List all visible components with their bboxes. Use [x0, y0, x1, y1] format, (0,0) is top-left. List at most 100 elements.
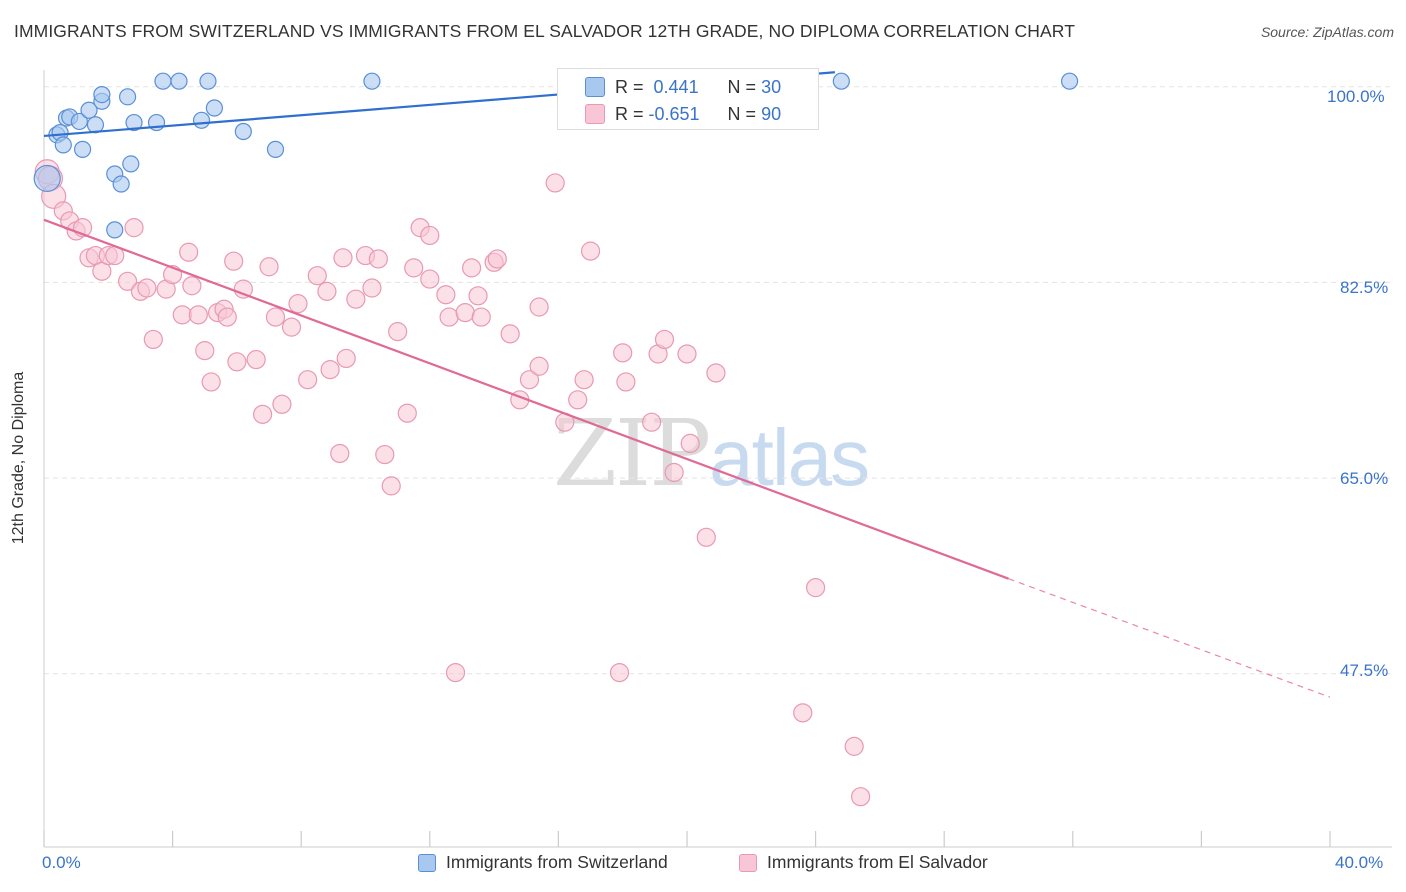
point-switzerland-20 [170, 72, 188, 90]
stats-n-label: N = [727, 103, 757, 124]
trend-line-el-salvador [43, 218, 1009, 580]
point-switzerland-21 [192, 111, 211, 129]
stats-swatch-el-salvador [585, 104, 605, 124]
point-switzerland-6 [70, 112, 88, 131]
point-el-salvador-37 [288, 294, 308, 314]
stats-r-value-el-salvador: -0.651 [648, 103, 700, 124]
point-el-salvador-59 [445, 662, 466, 683]
point-switzerland-23 [205, 99, 223, 117]
point-switzerland-0 [33, 164, 61, 193]
point-el-salvador-60 [455, 303, 475, 323]
point-el-salvador-82 [664, 462, 684, 483]
point-el-salvador-52 [397, 403, 417, 423]
point-el-salvador-21 [182, 276, 202, 296]
point-el-salvador-28 [224, 251, 244, 271]
point-switzerland-22 [199, 72, 217, 90]
point-el-salvador-58 [439, 307, 459, 327]
point-el-salvador-75 [580, 241, 601, 261]
point-el-salvador-41 [320, 360, 340, 380]
point-el-salvador-48 [368, 249, 388, 269]
point-el-salvador-77 [613, 343, 633, 363]
point-el-salvador-47 [362, 278, 382, 298]
point-el-salvador-78 [616, 372, 636, 392]
point-el-salvador-73 [568, 390, 588, 410]
point-switzerland-15 [118, 88, 137, 106]
legend-label-el-salvador: Immigrants from El Salvador [767, 852, 988, 872]
stats-r-value-switzerland: 0.441 [653, 76, 699, 97]
point-switzerland-26 [363, 72, 381, 90]
point-el-salvador-38 [298, 370, 318, 390]
stats-n-value-el-salvador: 90 [761, 103, 782, 124]
point-el-salvador-88 [805, 578, 826, 598]
point-switzerland-24 [234, 122, 252, 141]
point-el-salvador-19 [172, 305, 192, 325]
point-el-salvador-29 [227, 352, 247, 372]
points-switzerland [33, 72, 1079, 239]
point-el-salvador-50 [381, 476, 401, 496]
stats-n-label: N = [727, 76, 757, 97]
point-el-salvador-16 [143, 329, 163, 350]
point-el-salvador-39 [307, 266, 327, 286]
points-el-salvador [34, 159, 871, 807]
legend-swatch-el-salvador [739, 853, 757, 872]
point-el-salvador-20 [179, 242, 199, 262]
point-switzerland-17 [125, 113, 143, 132]
point-el-salvador-89 [844, 736, 864, 756]
point-el-salvador-55 [420, 225, 440, 246]
point-switzerland-16 [122, 155, 140, 173]
point-switzerland-25 [266, 140, 285, 158]
x-tick-label-min: 0.0% [42, 853, 81, 872]
point-el-salvador-35 [272, 394, 292, 414]
point-el-salvador-70 [529, 297, 549, 317]
point-switzerland-28 [832, 72, 850, 90]
point-el-salvador-69 [529, 356, 549, 376]
point-el-salvador-33 [259, 257, 279, 277]
point-switzerland-14 [112, 175, 130, 193]
point-el-salvador-27 [217, 307, 237, 327]
point-el-salvador-85 [706, 363, 726, 383]
legend-swatch-switzerland [418, 853, 436, 872]
y-tick-label-65: 65.0% [1340, 469, 1389, 488]
watermark-zip: ZIP [553, 400, 711, 507]
y-tick-label-47-5: 47.5% [1340, 661, 1389, 680]
point-switzerland-3 [54, 136, 72, 154]
watermark: ZIPatlas [553, 400, 870, 507]
point-el-salvador-83 [680, 433, 700, 454]
trend-layer [43, 71, 1331, 698]
legend-item-switzerland[interactable]: Immigrants from Switzerland [418, 852, 668, 873]
y-axis-label: 12th Grade, No Diploma [10, 371, 27, 545]
point-el-salvador-22 [188, 305, 208, 325]
point-el-salvador-68 [519, 370, 540, 390]
y-tick-label-100: 100.0% [1327, 87, 1385, 106]
point-el-salvador-66 [500, 324, 520, 344]
point-el-salvador-71 [545, 173, 565, 193]
watermark-atlas: atlas [709, 413, 870, 502]
stats-swatch-switzerland [585, 77, 605, 97]
stats-row-el-salvador: R = -0.651 N = 90 [558, 100, 781, 128]
point-el-salvador-65 [487, 249, 507, 269]
point-el-salvador-24 [201, 372, 221, 392]
point-el-salvador-12 [117, 271, 138, 291]
legend-item-el-salvador[interactable]: Immigrants from El Salvador [739, 852, 988, 873]
point-el-salvador-79 [642, 412, 662, 432]
point-el-salvador-32 [253, 404, 273, 424]
axis-layer [43, 70, 1392, 848]
point-switzerland-8 [80, 101, 98, 119]
stats-n-value-switzerland: 30 [761, 76, 782, 97]
point-el-salvador-23 [195, 341, 215, 361]
point-el-salvador-53 [404, 258, 424, 278]
point-el-salvador-63 [471, 307, 491, 327]
point-switzerland-11 [93, 85, 111, 104]
stats-r-label: R = [615, 103, 644, 124]
point-el-salvador-42 [330, 443, 350, 464]
point-switzerland-13 [106, 221, 124, 239]
point-switzerland-19 [154, 72, 172, 90]
point-el-salvador-36 [281, 317, 302, 337]
point-el-salvador-84 [677, 344, 697, 364]
source-credit: Source: ZipAtlas.com [1260, 24, 1394, 40]
point-el-salvador-43 [333, 248, 353, 268]
trend-line-el-salvador-extension [1008, 578, 1331, 698]
point-switzerland-7 [73, 140, 92, 158]
point-el-salvador-56 [420, 269, 440, 289]
